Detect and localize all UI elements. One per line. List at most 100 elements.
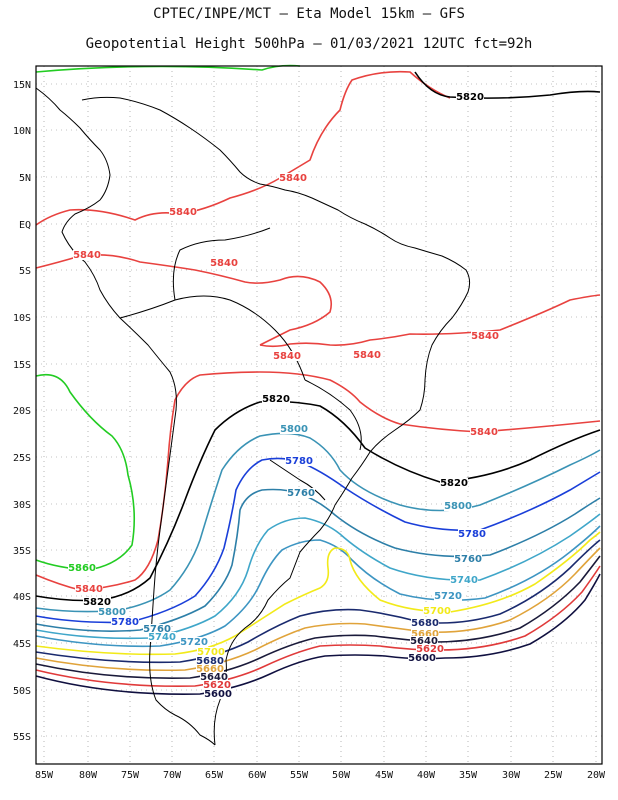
contour-label-5860: 5860 — [68, 563, 96, 574]
contour-label-bg — [204, 689, 232, 699]
contour-5860-south — [35, 373, 136, 571]
lon-tick-label: 45W — [375, 770, 394, 781]
contour-label-5820: 5820 — [83, 597, 111, 608]
map-title: CPTEC/INPE/MCT – Eta Model 15km – GFS — [153, 6, 465, 22]
contour-label-bg — [273, 351, 301, 361]
lon-tick-label: 30W — [502, 770, 521, 781]
contour-label-5840: 5840 — [73, 250, 101, 261]
contour-label-5640: 5640 — [200, 672, 228, 683]
contour-label-bg — [200, 672, 228, 682]
contour-label-5720: 5720 — [180, 637, 208, 648]
contour-label-5800: 5800 — [444, 501, 472, 512]
lon-tick-label: 75W — [121, 770, 140, 781]
lon-tick-label: 80W — [79, 770, 98, 781]
lat-tick-label: 50S — [13, 686, 31, 697]
contour-label-bg — [143, 624, 171, 634]
lat-tick-label: 10N — [13, 126, 31, 137]
contour-label-5720: 5720 — [434, 591, 462, 602]
contour-label-bg — [456, 92, 484, 102]
lat-tick-label: 45S — [13, 639, 31, 650]
contour-label-bg — [98, 607, 126, 617]
contour-label-5840: 5840 — [279, 173, 307, 184]
lon-tick-label: 20W — [587, 770, 606, 781]
contour-label-bg — [471, 331, 499, 341]
contour-label-5660: 5660 — [196, 664, 224, 675]
contour-label-5660: 5660 — [411, 629, 439, 640]
contour-label-5800: 5800 — [280, 424, 308, 435]
contour-label-bg — [285, 456, 313, 466]
contour-5680 — [35, 539, 601, 664]
contour-5840-east — [259, 294, 601, 348]
map-subtitle: Geopotential Height 500hPa – 01/03/2021 … — [85, 36, 533, 52]
contour-label-5840: 5840 — [353, 350, 381, 361]
lat-tick-label: 40S — [13, 592, 31, 603]
contour-label-bg — [408, 653, 436, 663]
lat-tick-label: EQ — [19, 220, 31, 231]
lon-tick-label: 35W — [459, 770, 478, 781]
contour-label-5760: 5760 — [287, 488, 315, 499]
lat-lon-grid — [36, 66, 602, 764]
contour-label-bg — [470, 427, 498, 437]
contour-5600 — [35, 573, 601, 695]
contour-label-5780: 5780 — [285, 456, 313, 467]
contour-label-5680: 5680 — [411, 618, 439, 629]
contour-label-5760: 5760 — [454, 554, 482, 565]
contour-label-bg — [196, 664, 224, 674]
contour-label-bg — [353, 350, 381, 360]
contour-label-5780: 5780 — [111, 617, 139, 628]
lon-tick-label: 70W — [163, 770, 182, 781]
lat-tick-label: 5S — [19, 266, 31, 277]
contour-label-5760: 5760 — [143, 624, 171, 635]
lat-tick-label: 55S — [13, 732, 31, 743]
contour-label-bg — [75, 584, 103, 594]
lat-tick-label: 15N — [13, 80, 31, 91]
contour-label-bg — [180, 637, 208, 647]
lat-tick-label: 25S — [13, 453, 31, 464]
contour-label-bg — [148, 632, 176, 642]
contour-value-labels: 5820 5840 5840 5840 5840 5840 5840 5840 5840 5820… — [68, 92, 499, 700]
contour-label-bg — [287, 488, 315, 498]
contour-label-5680: 5680 — [196, 656, 224, 667]
contour-label-bg — [454, 554, 482, 564]
contour-label-bg — [434, 591, 462, 601]
contour-label-bg — [68, 563, 96, 573]
lat-tick-label: 20S — [13, 406, 31, 417]
lon-tick-label: 25W — [544, 770, 563, 781]
lon-tick-label: 55W — [290, 770, 309, 781]
lon-tick-label: 65W — [205, 770, 224, 781]
contour-label-5620: 5620 — [416, 644, 444, 655]
contour-label-5840: 5840 — [471, 331, 499, 342]
coastline — [35, 87, 471, 746]
contour-label-bg — [450, 575, 478, 585]
lon-tick-label: 85W — [35, 770, 54, 781]
contour-5660 — [35, 547, 601, 672]
contour-label-5840: 5840 — [470, 427, 498, 438]
contour-label-5640: 5640 — [410, 636, 438, 647]
contour-label-bg — [196, 656, 224, 666]
lat-tick-label: 35S — [13, 546, 31, 557]
contour-label-bg — [411, 618, 439, 628]
contour-label-5840: 5840 — [273, 351, 301, 362]
contour-label-5780: 5780 — [458, 529, 486, 540]
contour-5740 — [35, 513, 601, 640]
contour-label-5840: 5840 — [75, 584, 103, 595]
contour-label-bg — [279, 173, 307, 183]
contour-label-bg — [444, 501, 472, 511]
contour-5760 — [35, 488, 601, 632]
contour-5820 — [35, 400, 601, 602]
contour-label-bg — [169, 207, 197, 217]
contour-label-5600: 5600 — [204, 689, 232, 700]
lat-tick-label: 10S — [13, 313, 31, 324]
lon-tick-label: 40W — [417, 770, 436, 781]
contour-5840-amazon — [35, 254, 333, 346]
contour-label-5840: 5840 — [210, 258, 238, 269]
contour-label-5820: 5820 — [456, 92, 484, 103]
contour-label-bg — [416, 644, 444, 654]
lat-tick-label: 5N — [19, 173, 31, 184]
contour-label-bg — [280, 424, 308, 434]
contour-label-5700: 5700 — [197, 647, 225, 658]
lat-tick-label: 30S — [13, 500, 31, 511]
contour-label-bg — [411, 629, 439, 639]
contour-label-5820: 5820 — [262, 394, 290, 405]
map-frame — [35, 65, 603, 765]
